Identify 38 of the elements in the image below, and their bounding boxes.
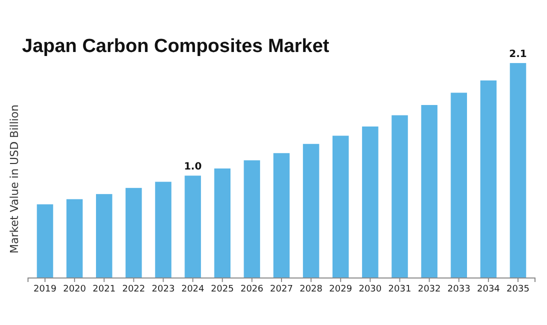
data-label: 2.1 <box>509 49 527 60</box>
x-tick-label: 2021 <box>92 284 116 294</box>
bar <box>450 92 468 278</box>
x-tick-label: 2030 <box>358 284 382 294</box>
x-tick-label: 2025 <box>210 284 234 294</box>
x-tick-label: 2031 <box>388 284 412 294</box>
bar <box>480 80 497 278</box>
bar <box>273 153 290 278</box>
bar <box>392 115 408 278</box>
x-tick-label: 2026 <box>240 284 264 294</box>
bar <box>66 199 83 278</box>
bar <box>96 194 112 278</box>
bar <box>214 168 231 278</box>
x-tick-label: 2022 <box>122 284 146 294</box>
x-tick-label: 2032 <box>418 284 441 294</box>
bar <box>244 160 260 278</box>
x-tick-label: 2029 <box>329 284 352 294</box>
bar <box>510 63 526 278</box>
bar <box>126 188 142 278</box>
x-tick-label: 2033 <box>447 284 470 294</box>
chart-title: Japan Carbon Composites Market <box>22 36 330 57</box>
bar <box>332 136 349 278</box>
x-tick-label: 2035 <box>506 284 530 294</box>
x-tick-label: 2027 <box>270 284 293 294</box>
bar <box>362 126 378 278</box>
bar <box>302 144 320 278</box>
bar <box>36 204 54 278</box>
bar <box>421 105 438 278</box>
bar <box>184 176 201 278</box>
x-tick-label: 2024 <box>181 284 205 294</box>
y-axis-title: Market Value in USD Billion <box>8 104 21 254</box>
x-tick-label: 2028 <box>300 284 323 294</box>
bar <box>155 182 172 278</box>
x-tick-label: 2023 <box>152 284 175 294</box>
x-tick-label: 2034 <box>476 284 500 294</box>
x-tick-label: 2020 <box>63 284 86 294</box>
data-label: 1.0 <box>184 162 202 173</box>
x-tick-label: 2019 <box>34 284 57 294</box>
